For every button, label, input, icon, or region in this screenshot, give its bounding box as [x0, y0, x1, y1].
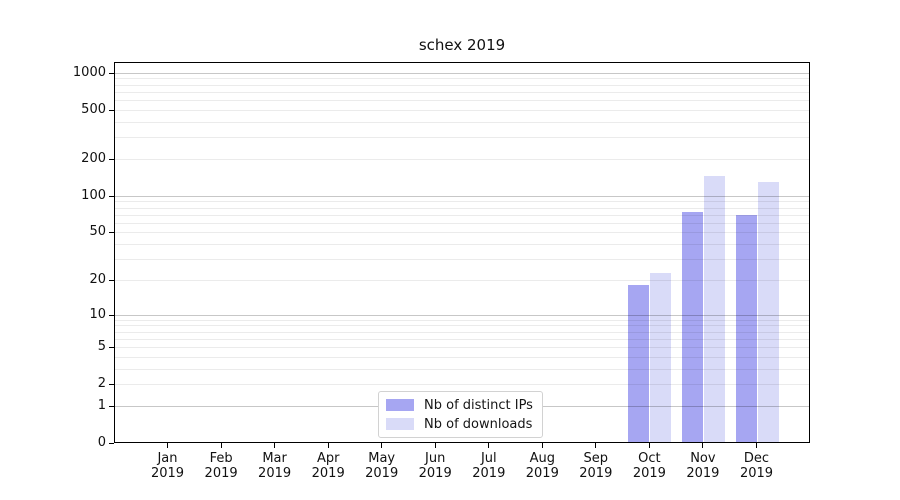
y-tick-mark [109, 195, 114, 197]
x-tick-label: Nov 2019 [686, 451, 720, 481]
y-tick-mark [109, 443, 114, 444]
y-tick-label: 2 [97, 376, 106, 392]
x-tick-mark [702, 443, 704, 448]
y-tick-mark [109, 384, 114, 386]
x-tick-mark [167, 443, 168, 448]
bar-oct-downloads [650, 272, 672, 443]
x-tick-mark [648, 443, 650, 448]
x-tick-mark [327, 443, 329, 448]
gridline [114, 207, 810, 209]
x-tick-mark [220, 443, 222, 448]
bar-dec-distinct-ips [735, 215, 757, 443]
y-tick-mark [109, 347, 114, 348]
bar-oct-distinct-ips [628, 285, 650, 443]
plot-area [114, 62, 810, 443]
gridline [114, 100, 810, 102]
x-tick-label: Feb 2019 [204, 451, 238, 481]
x-tick-mark [381, 443, 383, 448]
x-tick-label: Aug 2019 [525, 451, 559, 481]
gridline [114, 347, 810, 348]
gridline [114, 279, 810, 281]
y-tick-label: 5 [97, 339, 106, 354]
x-tick-label: Dec 2019 [739, 451, 774, 481]
x-tick-label: Mar 2019 [258, 451, 292, 481]
gridline [114, 338, 810, 340]
legend-item-distinct-ips: Nb of distinct IPs [386, 398, 534, 413]
y-tick-label: 50 [89, 224, 106, 240]
y-tick-label: 10 [89, 306, 106, 322]
y-tick-mark [109, 279, 114, 281]
y-tick-mark [109, 232, 114, 234]
y-tick-mark [109, 72, 114, 74]
x-tick-label: Jun 2019 [418, 451, 452, 481]
y-tick-label: 100 [81, 187, 106, 203]
gridline [114, 78, 810, 80]
gridline [114, 195, 810, 197]
x-tick-label: Jul 2019 [472, 451, 506, 481]
gridline [114, 84, 810, 86]
x-tick-label: May 2019 [365, 451, 399, 481]
gridline [114, 214, 810, 216]
x-tick-label: Oct 2019 [632, 451, 666, 481]
gridline [114, 325, 810, 327]
x-tick-mark [434, 443, 436, 448]
x-tick-mark [274, 443, 276, 448]
legend-swatch-downloads [386, 418, 414, 430]
x-tick-label: Sep 2019 [579, 451, 613, 481]
gridline [114, 201, 810, 203]
y-tick-mark [109, 158, 114, 160]
y-tick-label: 1 [97, 397, 106, 413]
gridline [114, 368, 810, 370]
y-tick-label: 1000 [72, 64, 106, 80]
x-tick-label: Jan 2019 [150, 451, 185, 481]
x-tick-mark [488, 443, 490, 448]
gridline [114, 222, 810, 224]
legend-swatch-distinct-ips [386, 399, 414, 411]
gridline [114, 91, 810, 93]
legend-label-downloads: Nb of downloads [424, 416, 533, 432]
x-tick-mark [595, 443, 597, 448]
bar-dec-downloads [757, 181, 779, 443]
gridline [114, 244, 810, 245]
gridline [114, 356, 810, 358]
bar-nov-downloads [703, 175, 725, 443]
y-tick-mark [109, 314, 114, 316]
y-tick-mark [109, 405, 114, 407]
y-tick-label: 0 [97, 435, 106, 450]
x-tick-mark [756, 443, 757, 448]
gridline [114, 232, 810, 234]
gridline [114, 158, 810, 160]
gridline [114, 259, 810, 260]
gridline [114, 72, 810, 74]
y-tick-label: 200 [81, 150, 106, 166]
gridline [114, 331, 810, 333]
gridline [114, 137, 810, 139]
x-tick-label: Apr 2019 [311, 451, 345, 481]
y-tick-mark [109, 109, 114, 111]
gridline [114, 121, 810, 123]
gridline [114, 319, 810, 321]
y-tick-label: 20 [89, 271, 106, 287]
legend: Nb of distinct IPs Nb of downloads [378, 391, 543, 438]
x-tick-mark [541, 443, 543, 448]
gridline [114, 314, 810, 316]
y-tick-label: 500 [81, 101, 106, 117]
gridline [114, 384, 810, 386]
legend-item-downloads: Nb of downloads [386, 417, 534, 432]
gridline [114, 109, 810, 111]
bar-nov-distinct-ips [681, 212, 703, 443]
legend-label-distinct-ips: Nb of distinct IPs [424, 397, 533, 413]
chart-title: schex 2019 [418, 36, 506, 54]
